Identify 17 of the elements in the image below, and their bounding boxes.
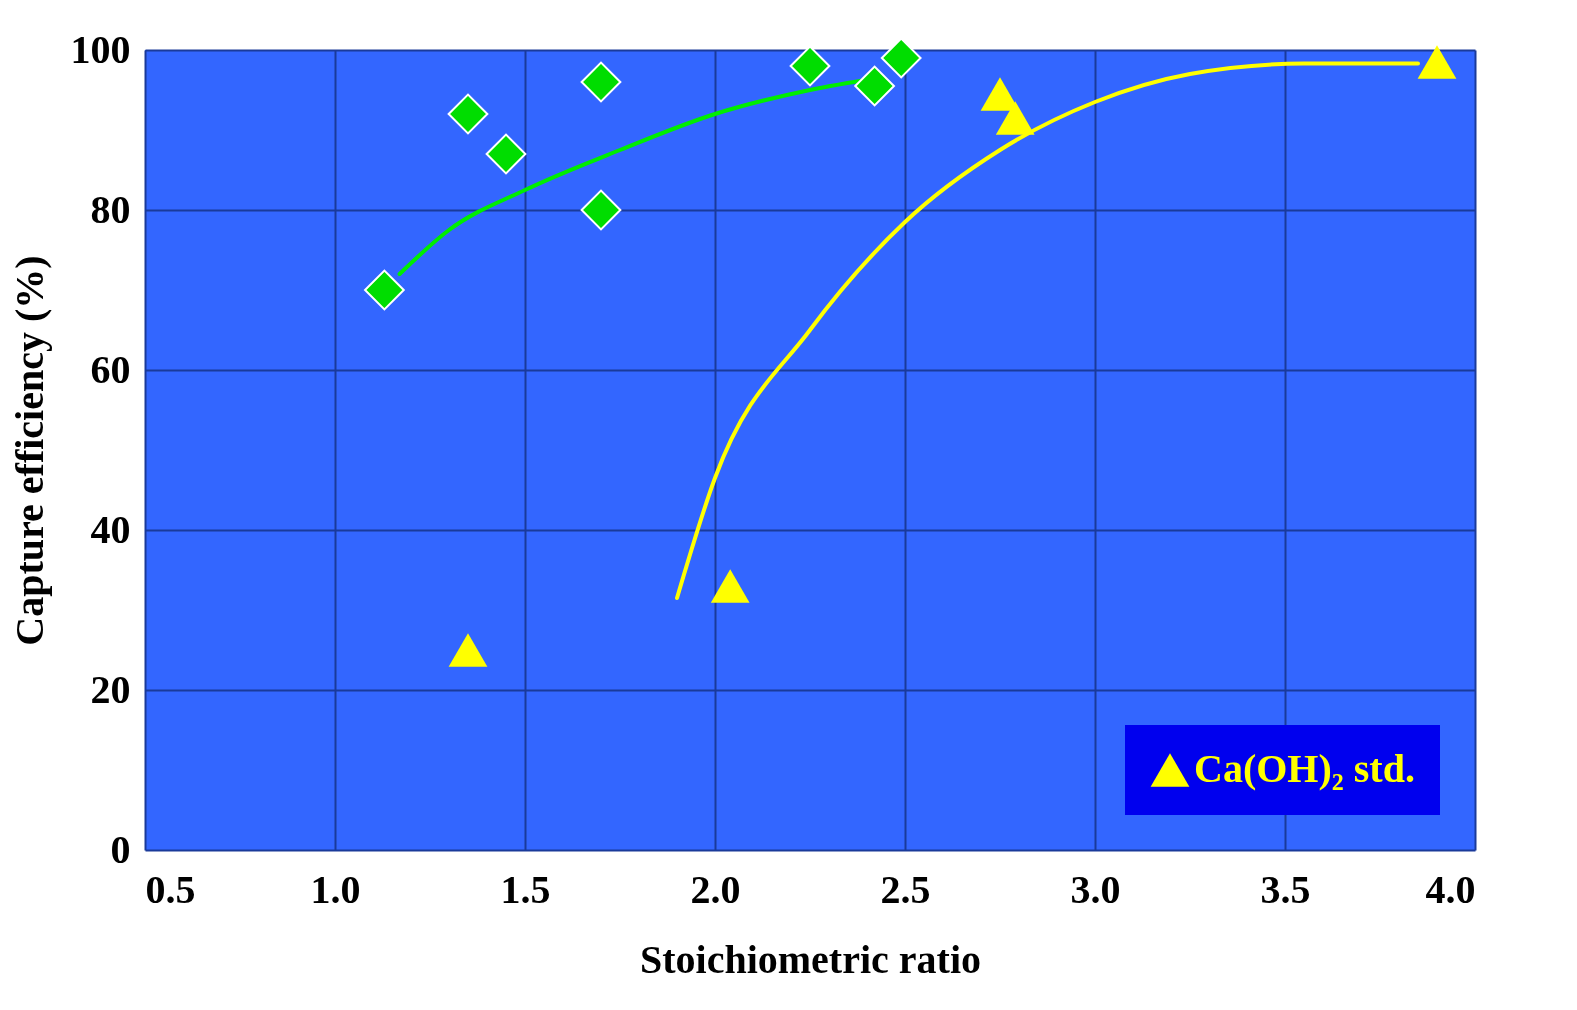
- x-tick-label: 4.0: [1425, 866, 1476, 912]
- legend-label: Ca(OH)₂ std.: [1194, 746, 1415, 791]
- x-tick-label: 3.5: [1260, 866, 1311, 912]
- x-tick-label: 2.5: [880, 866, 931, 912]
- x-tick-label: 2.0: [690, 866, 741, 912]
- y-tick-label: 80: [90, 186, 131, 232]
- y-tick-label: 40: [90, 506, 131, 552]
- y-tick-label: 0: [110, 826, 131, 872]
- x-tick-label: 1.0: [310, 866, 361, 912]
- y-axis-title: Capture efficiency (%): [6, 255, 52, 646]
- x-tick-label: 1.5: [500, 866, 551, 912]
- y-tick-label: 20: [90, 666, 131, 712]
- x-tick-label: 0.5: [145, 866, 196, 912]
- x-tick-label: 3.0: [1070, 866, 1121, 912]
- y-tick-label: 60: [90, 346, 131, 392]
- x-axis-title: Stoichiometric ratio: [640, 936, 981, 982]
- y-tick-label: 100: [70, 26, 131, 72]
